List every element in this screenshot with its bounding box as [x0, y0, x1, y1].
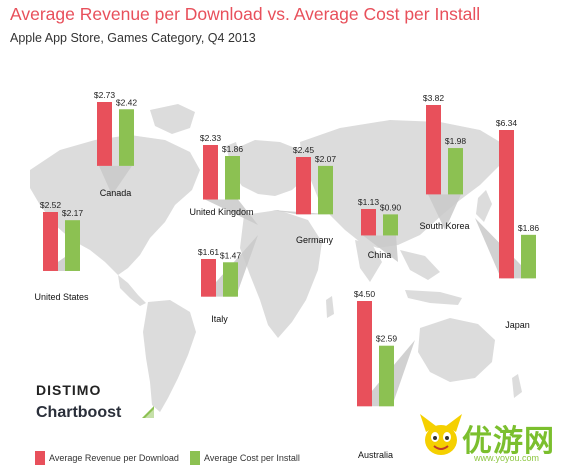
value-label-cost-south-korea: $1.98: [445, 136, 467, 146]
bar-revenue-germany: [296, 157, 311, 215]
chart-subtitle: Apple App Store, Games Category, Q4 2013: [10, 31, 256, 45]
bar-cost-italy: [223, 262, 238, 297]
legend-revenue-label: Average Revenue per Download: [49, 453, 179, 463]
bar-revenue-japan: [499, 130, 514, 279]
country-label-australia: Australia: [358, 450, 393, 460]
bar-layer: $2.73$2.42 Canada $2.52$2.17 United States $…: [34, 90, 539, 460]
value-label-cost-japan: $1.86: [518, 223, 540, 233]
map-new-zealand: [512, 374, 522, 398]
bar-revenue-china: [361, 209, 376, 236]
map-indonesia: [405, 290, 462, 305]
map-southeast-asia: [400, 250, 440, 280]
value-label-revenue-germany: $2.45: [293, 145, 315, 155]
value-label-cost-united-kingdom: $1.86: [222, 144, 244, 154]
bar-cost-australia: [379, 345, 394, 407]
legend-cost-label: Average Cost per Install: [204, 453, 300, 463]
distimo-logo: DISTIMO: [36, 382, 102, 398]
country-label-south-korea: South Korea: [419, 221, 469, 231]
legend-revenue-swatch: [35, 451, 45, 465]
map-greenland: [150, 104, 195, 134]
map-europe: [232, 140, 312, 196]
map-australia: [418, 318, 495, 382]
bar-revenue-italy: [201, 259, 216, 297]
bar-revenue-australia: [357, 301, 372, 407]
value-label-cost-united-states: $2.17: [62, 208, 84, 218]
bar-cost-united-kingdom: [225, 155, 240, 200]
country-label-united-kingdom: United Kingdom: [189, 207, 253, 217]
chartboost-logo: Chartboost: [36, 404, 122, 421]
watermark-text: 优游网: [462, 425, 555, 458]
chart-title: Average Revenue per Download vs. Average…: [10, 4, 481, 24]
bar-cost-japan: [521, 234, 536, 279]
leader-united-kingdom: [205, 199, 258, 225]
map-africa: [240, 210, 322, 338]
value-label-revenue-japan: $6.34: [496, 118, 518, 128]
value-label-cost-germany: $2.07: [315, 154, 337, 164]
bar-cost-south-korea: [448, 148, 463, 195]
legend-cost-swatch: [190, 451, 200, 465]
country-label-japan: Japan: [505, 320, 530, 330]
map-madagascar: [326, 296, 334, 318]
country-label-canada: Canada: [100, 188, 132, 198]
watermark-mascot-icon: [420, 414, 462, 455]
value-label-revenue-south-korea: $3.82: [423, 93, 445, 103]
bar-revenue-canada: [97, 102, 112, 166]
value-label-revenue-united-kingdom: $2.33: [200, 133, 222, 143]
leader-south-korea: [428, 194, 461, 230]
value-label-revenue-canada: $2.73: [94, 90, 116, 100]
value-label-cost-canada: $2.42: [116, 97, 138, 107]
country-label-china: China: [368, 250, 392, 260]
bar-cost-canada: [119, 109, 134, 166]
country-label-germany: Germany: [296, 235, 334, 245]
country-label-italy: Italy: [211, 314, 228, 324]
value-label-cost-italy: $1.47: [220, 250, 242, 260]
leader-china: [363, 235, 398, 262]
value-label-cost-australia: $2.59: [376, 334, 398, 344]
value-label-revenue-china: $1.13: [358, 197, 380, 207]
bar-revenue-united-kingdom: [203, 145, 218, 200]
map-south-america: [143, 300, 196, 412]
bar-revenue-south-korea: [426, 105, 441, 195]
value-label-revenue-united-states: $2.52: [40, 200, 62, 210]
map-india: [355, 240, 382, 282]
map-central-america: [118, 275, 146, 306]
bar-revenue-united-states: [43, 212, 58, 271]
watermark-url: www.yoyou.com: [474, 453, 540, 463]
chartboost-mark-icon: [142, 406, 154, 418]
bar-cost-germany: [318, 165, 333, 215]
value-label-cost-china: $0.90: [380, 202, 402, 212]
map-japan: [476, 190, 492, 222]
value-label-revenue-australia: $4.50: [354, 289, 376, 299]
bar-cost-united-states: [65, 220, 80, 271]
bar-cost-china: [383, 214, 398, 236]
leader-canada: [99, 165, 132, 195]
country-label-united-states: United States: [34, 292, 89, 302]
value-label-revenue-italy: $1.61: [198, 247, 220, 257]
